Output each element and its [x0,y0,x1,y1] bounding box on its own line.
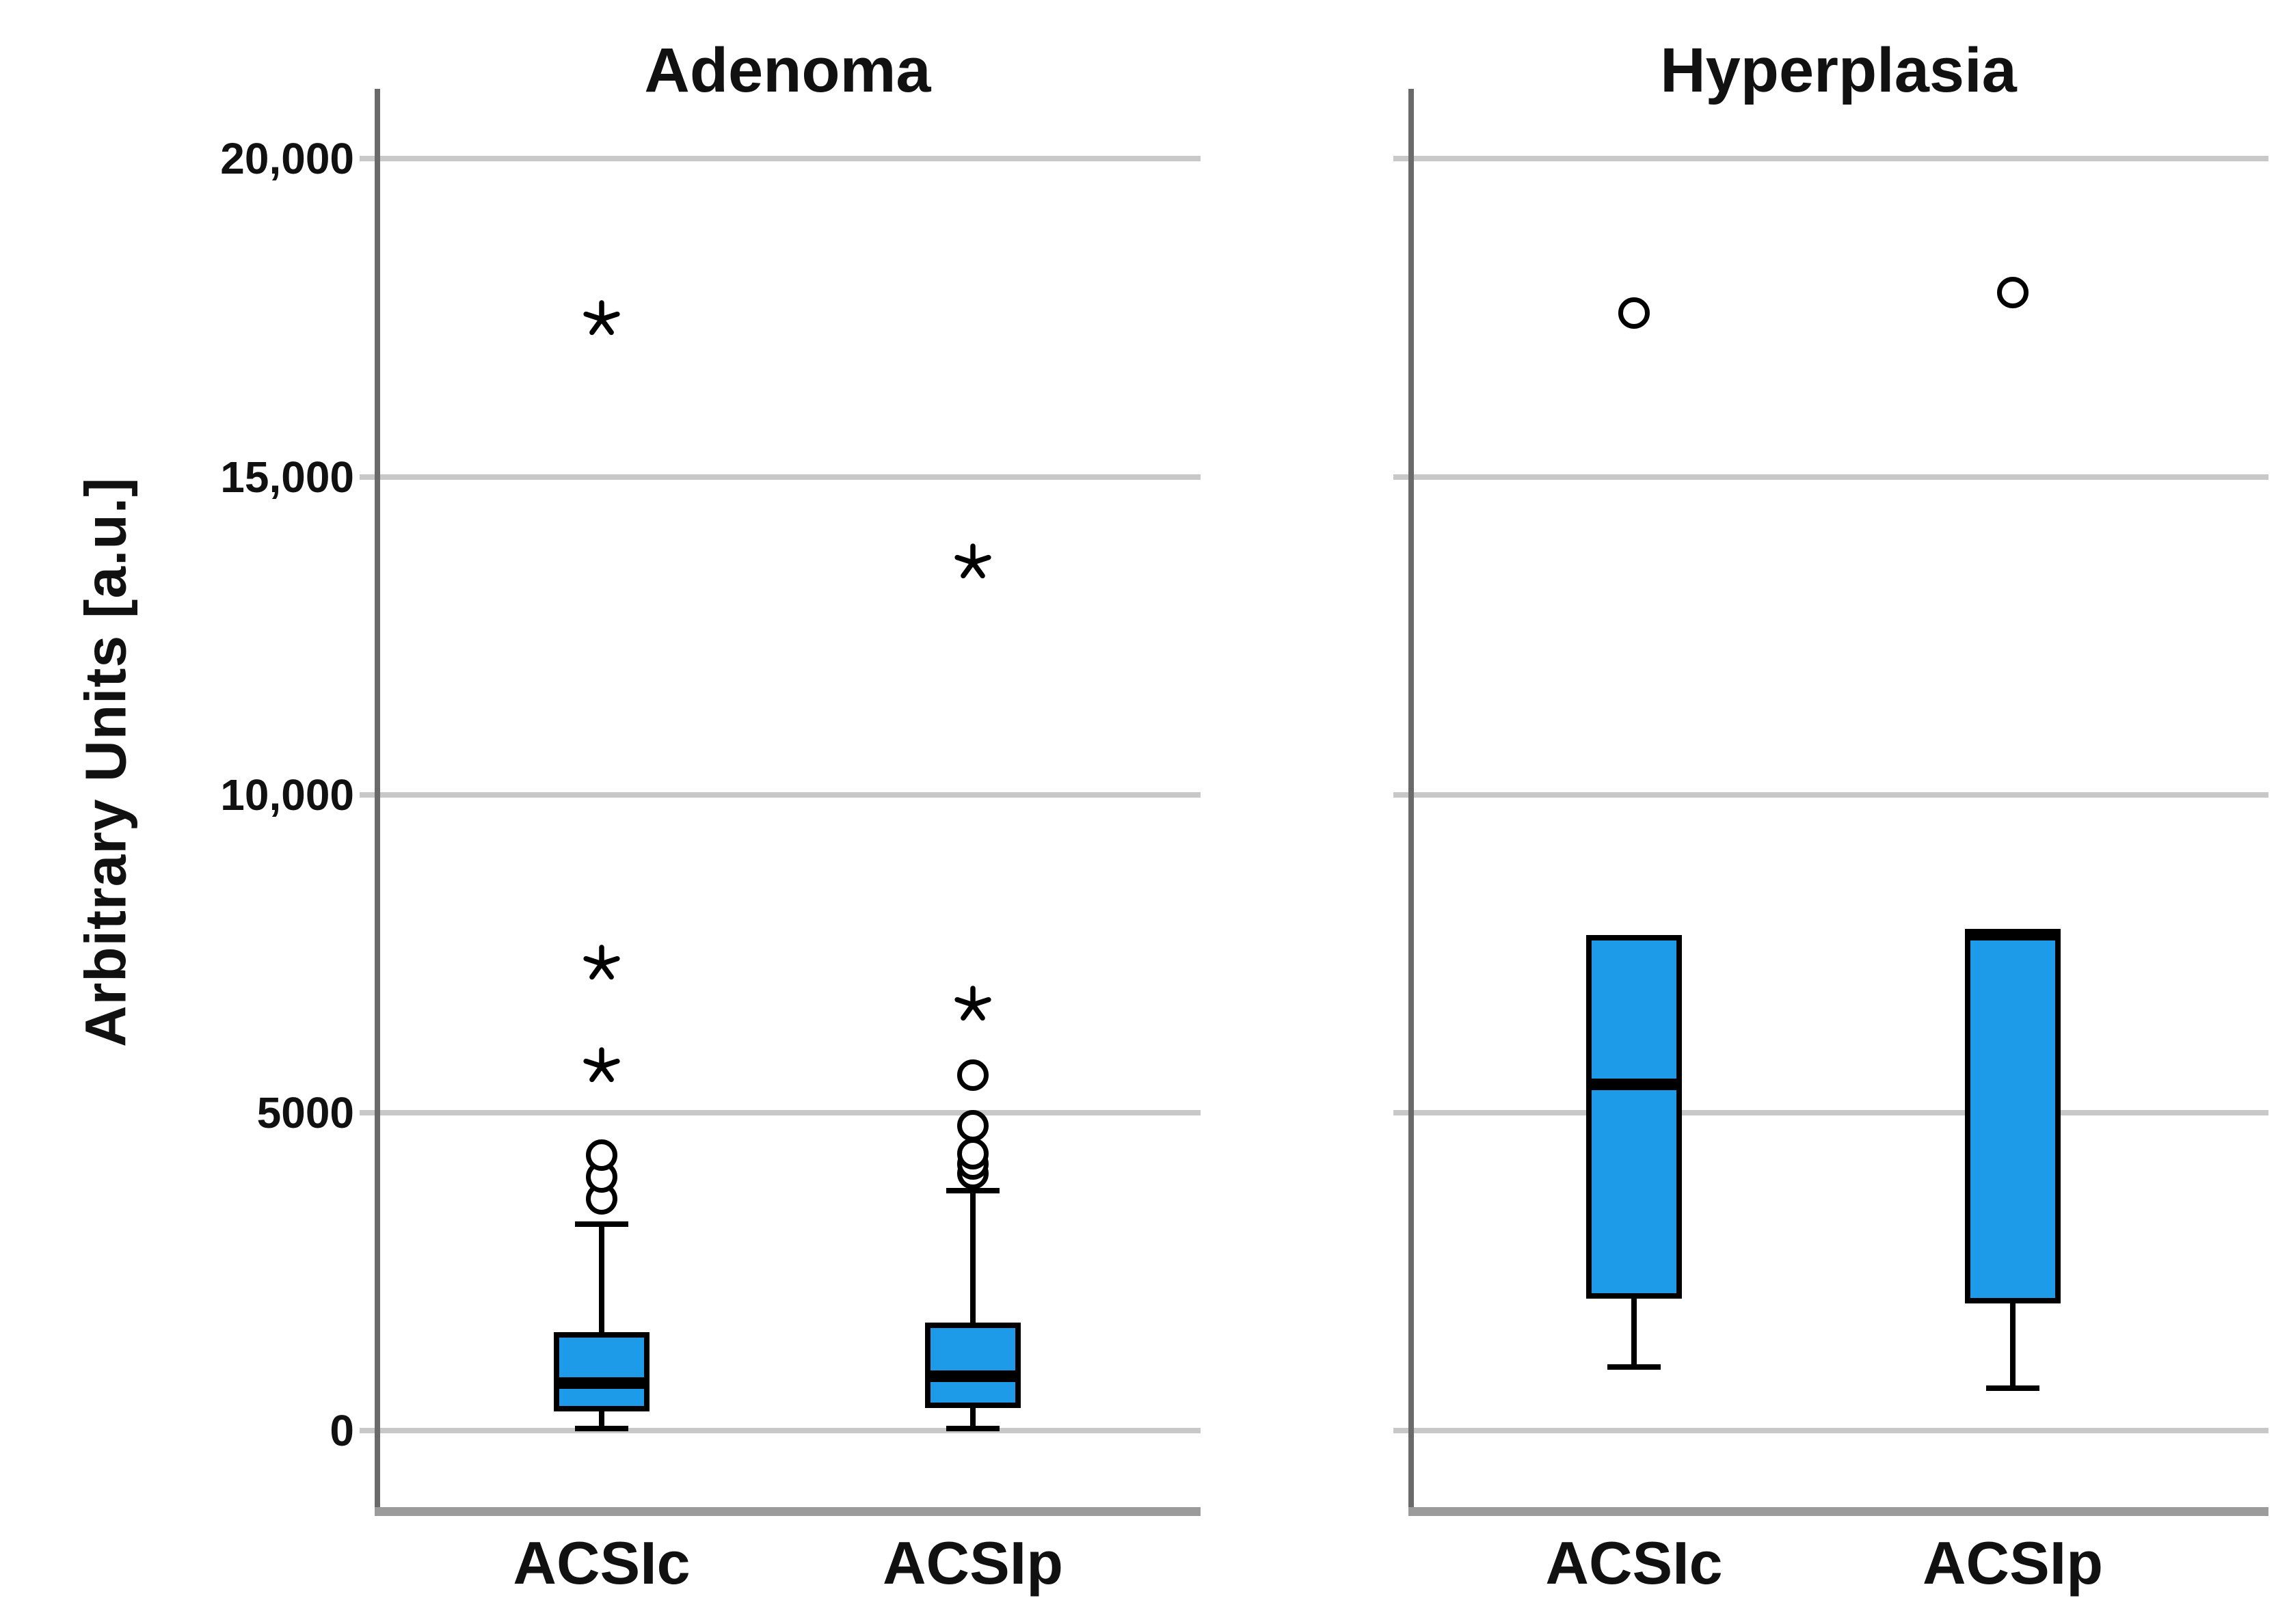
gridline [1393,156,2268,162]
whisker-line-lower [2010,1303,2016,1388]
y-tick-label: 10,000 [220,770,354,820]
whisker-line-upper [970,1190,976,1323]
extreme-star-icon [583,945,620,980]
y-tick-label: 5000 [256,1088,354,1138]
y-axis-title: Arbitrary Units [a.u.] [73,476,138,1048]
box-iqr [925,1323,1021,1409]
whisker-cap-lower [946,1425,1000,1431]
median-line [925,1370,1021,1382]
gridline [1393,474,2268,480]
whisker-line-upper [599,1223,604,1333]
gridline [1393,1110,2268,1116]
outlier-circle [957,1109,989,1141]
outlier-circle [957,1137,989,1169]
outlier-circle [586,1139,617,1172]
gridline [360,791,1201,798]
x-axis-line [375,1507,1201,1516]
whisker-line-lower [599,1411,604,1429]
y-axis-line [1408,89,1414,1507]
category-label: ACSIp [1923,1529,2103,1597]
x-axis-line [1408,1507,2268,1516]
median-line [554,1377,650,1390]
gridline [360,1428,1201,1434]
y-axis-line [375,89,380,1507]
median-line [1586,1078,1682,1090]
extreme-star-icon [954,543,991,579]
category-label: ACSIc [513,1529,691,1597]
extreme-star-icon [583,1047,620,1083]
whisker-cap-lower [575,1425,628,1431]
gridline [360,474,1201,480]
box-iqr [1586,934,1682,1299]
gridline [360,1110,1201,1116]
whisker-cap-lower [1607,1364,1661,1370]
median-line [1965,929,2061,941]
whisker-line-lower [1631,1298,1637,1368]
category-label: ACSIc [1545,1529,1723,1597]
whisker-cap-upper [946,1187,1000,1193]
gridline [1393,791,2268,798]
box-iqr [1965,930,2061,1304]
whisker-cap-lower [1986,1385,2039,1391]
outlier-circle [1997,276,2029,308]
gridline [360,156,1201,162]
extreme-star-icon [583,300,620,335]
box-iqr [554,1332,650,1412]
outlier-circle [1618,297,1650,329]
panel-title: Adenoma [644,36,931,105]
y-tick-label: 20,000 [220,134,354,184]
extreme-star-icon [954,986,991,1021]
whisker-cap-upper [575,1221,628,1227]
category-label: ACSIp [883,1529,1063,1597]
gridline [1393,1428,2268,1434]
y-tick-label: 0 [330,1406,354,1456]
panel-title: Hyperplasia [1660,36,2017,105]
outlier-circle [957,1059,989,1092]
y-tick-label: 15,000 [220,452,354,502]
whisker-line-lower [970,1408,976,1429]
